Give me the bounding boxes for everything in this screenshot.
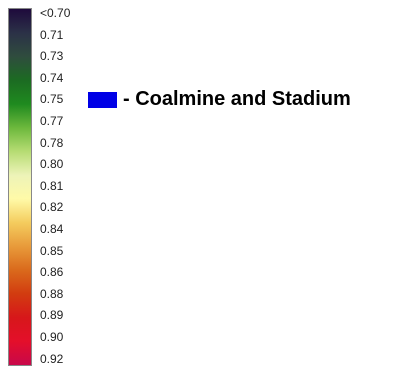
tick-label: 0.81 <box>40 178 64 193</box>
legend-swatch <box>88 91 117 108</box>
tick-label: 0.92 <box>40 351 64 366</box>
tick-label: 0.77 <box>40 114 64 128</box>
color-scale-bar <box>8 8 32 366</box>
tick-label: 0.88 <box>40 286 64 301</box>
tick-label: 0.84 <box>40 222 64 236</box>
tick-label: 0.71 <box>40 27 64 42</box>
tick-label: <0.70 <box>40 6 71 20</box>
tick-label: 0.78 <box>40 135 64 150</box>
tick-label: 0.73 <box>40 49 64 64</box>
tick-label: 0.75 <box>40 92 64 107</box>
tick-label: 0.90 <box>40 330 64 344</box>
tick-label: 0.82 <box>40 200 64 215</box>
legend-label: - Coalmine and Stadium <box>123 88 351 110</box>
legend: - Coalmine and Stadium <box>88 88 351 111</box>
tick-label: 0.74 <box>40 70 64 85</box>
tick-label: 0.80 <box>40 157 64 172</box>
tick-label: 0.89 <box>40 308 64 323</box>
color-scale-labels: <0.70 0.71 0.73 0.74 0.75 0.77 0.78 0.80 0.81 0.8… <box>40 6 100 370</box>
tick-label: 0.86 <box>40 265 64 280</box>
tick-label: 0.85 <box>40 243 64 258</box>
